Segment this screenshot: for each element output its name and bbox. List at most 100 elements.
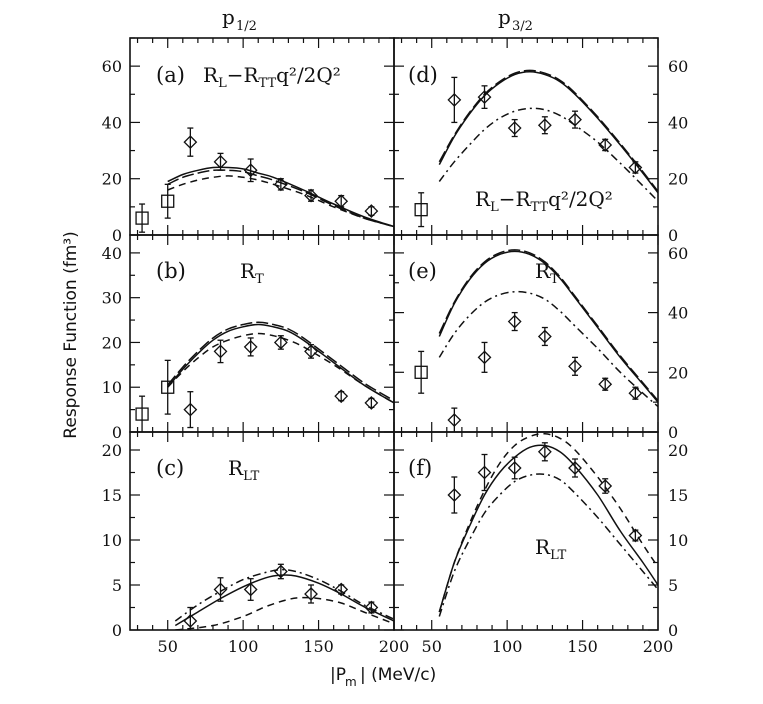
panel-f-ytick-label: 10	[668, 531, 688, 550]
panel-a-diamond-point	[213, 154, 228, 169]
panel-d-curve-solid	[438, 71, 658, 194]
panel-a-diamond-point	[304, 188, 318, 203]
x-axis-title-sub: m	[345, 675, 357, 689]
panel-a-ytick-label: 60	[102, 57, 122, 76]
panel-f-ytick-label: 5	[668, 576, 678, 595]
panel-f-letter: (f)	[408, 456, 432, 480]
panel-d-diamond-point	[477, 90, 492, 105]
panel-a-response-label: RL−RTTq²/2Q²	[203, 63, 341, 91]
panel-c-xtick-label: 150	[303, 637, 334, 656]
panel-b-diamond-point	[304, 344, 318, 359]
panel-e-curve-solid	[438, 250, 658, 403]
panel-c-response-label: RLT	[228, 456, 260, 484]
panel-a-label-sub2: TT	[259, 76, 277, 91]
panel-c-ytick-label: 15	[102, 486, 122, 505]
panel-f-diamond-point	[477, 465, 492, 480]
panel-a-diamond-point	[183, 135, 198, 150]
panel-c-diamond-point	[334, 582, 349, 597]
panel-b-diamond-point	[364, 395, 379, 410]
panel-a-letter: (a)	[156, 63, 185, 87]
panel-f-diamond-point	[537, 444, 552, 459]
right-column-title: p 3/2	[498, 5, 533, 34]
panel-c-ytick-label: 5	[112, 576, 122, 595]
panel-b-ytick-label: 30	[102, 289, 122, 308]
panel-c-ytick-label: 0	[112, 621, 122, 640]
panel-c-curve-dash-dot	[174, 568, 394, 622]
panel-d-label-main: R	[475, 187, 491, 211]
panel-c-label-main: R	[228, 456, 244, 480]
panel-a-label-main: R	[203, 63, 219, 87]
panel-d-curve-long-dash	[438, 69, 658, 192]
panel-f-ytick-label: 0	[668, 621, 678, 640]
panel-b-curve-long-dash	[167, 321, 394, 402]
panel-e-label-main: R	[535, 259, 551, 283]
left-column-title: p 1/2	[222, 5, 257, 34]
panel-c-xtick-label: 200	[379, 637, 410, 656]
panel-d-ytick-label: 40	[668, 113, 688, 132]
panel-c-xtick-label: 50	[158, 637, 178, 656]
panel-d-label-sub2: TT	[531, 200, 549, 215]
panel-e-diamond-point	[447, 413, 462, 427]
panel-d-letter: (d)	[408, 63, 438, 87]
panel-c-diamond-point	[183, 614, 198, 628]
panel-a-ytick-label: 40	[102, 113, 122, 132]
panel-b-ytick-label: 40	[102, 244, 122, 263]
panel-a-diamond-point	[243, 163, 258, 178]
panel-e-diamond-point	[628, 386, 643, 401]
panel-f-diamond-point	[507, 461, 522, 475]
panel-b-curve-solid	[167, 323, 394, 404]
panel-e-ytick-label: 40	[668, 304, 688, 323]
panel-a-square-point	[161, 194, 175, 208]
panel-b-diamond-point	[273, 335, 288, 350]
panel-e-response-label: RT	[535, 259, 559, 287]
panel-d-label-sub1: L	[490, 200, 499, 215]
panel-b-response-label: RT	[240, 259, 264, 287]
panel-d-diamond-point	[568, 112, 582, 127]
panel-d: 0 20 40 60 (d) RL−RTTq²/2Q²	[393, 37, 688, 245]
panel-e-ytick-label: 60	[668, 244, 688, 263]
panel-e-curve-dash-dot	[438, 290, 658, 408]
panel-d-diamond-point	[447, 92, 462, 107]
panel-b-diamond-point	[213, 344, 228, 359]
panel-e-diamond-point	[537, 329, 552, 344]
panel-b-ytick-label: 0	[112, 423, 122, 442]
panel-f-curve-solid	[438, 444, 658, 613]
panel-b: 0 10 20 30 40 (b) RT	[102, 234, 395, 442]
panel-c-diamond-point	[364, 600, 379, 615]
panel-a-label-sub1: L	[218, 76, 227, 91]
panel-e-label-sub1: T	[550, 272, 559, 287]
panel-b-curve-dash	[167, 332, 394, 404]
panel-e-letter: (e)	[408, 259, 437, 283]
panel-c-diamond-point	[304, 587, 318, 601]
panel-c-letter: (c)	[156, 456, 184, 480]
panel-d-ytick-label: 60	[668, 57, 688, 76]
y-axis-title: Response Function (fm³)	[61, 231, 81, 438]
panel-d-ytick-label: 20	[668, 170, 688, 189]
panel-a-ytick-label: 20	[102, 170, 122, 189]
panel-f-ytick-label: 20	[668, 441, 688, 460]
panel-d-label-tail: q²/2Q²	[548, 187, 613, 211]
panel-b-letter: (b)	[156, 259, 186, 283]
panel-d-ytick-label: 0	[668, 226, 678, 245]
panel-e-square-point	[414, 365, 428, 379]
panel-b-diamond-point	[183, 402, 198, 417]
panel-f-label-sub1: LT	[550, 548, 567, 563]
panel-a: 0 20 40 60 (a) RL−RTTq²/2Q²	[102, 37, 395, 245]
panel-e-diamond-point	[507, 314, 522, 329]
x-axis-title-tail: | (MeV/c)	[360, 665, 436, 685]
panel-e-diamond-point	[568, 359, 582, 374]
panel-c-label-sub1: LT	[243, 469, 260, 484]
panel-b-diamond-point	[334, 389, 349, 404]
panel-b-ytick-label: 20	[102, 333, 122, 352]
panel-f-xtick-label: 50	[422, 637, 442, 656]
panel-d-diamond-point	[598, 138, 613, 152]
panel-f: 0 5 10 15 20 50 100 150 200 (f) RLT	[393, 431, 688, 656]
panel-a-curve-solid	[167, 166, 394, 228]
panel-d-response-label: RL−RTTq²/2Q²	[475, 187, 613, 215]
panel-f-curve-dash-dot	[438, 473, 658, 617]
panel-a-square-point	[135, 211, 149, 225]
panel-c-ytick-label: 10	[102, 531, 122, 550]
panel-a-label-tail: q²/2Q²	[276, 63, 341, 87]
